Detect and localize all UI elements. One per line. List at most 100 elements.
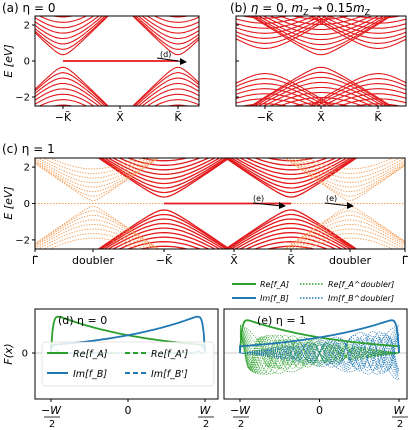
xtick-label: K̃ xyxy=(287,254,295,267)
band-line xyxy=(287,158,405,188)
xtick-label-2: 2 xyxy=(238,419,244,430)
legend-d: Re[f_A] Im[f_B] Re[f_A'] Im[f_B'] xyxy=(41,341,215,387)
band-line xyxy=(100,218,228,249)
band-line xyxy=(315,83,406,106)
band-line xyxy=(133,16,199,50)
band-line xyxy=(135,77,199,106)
band-line xyxy=(291,102,351,106)
legend-e-label-3: Re[f_A^doubler] xyxy=(328,280,394,289)
band-line xyxy=(328,93,406,106)
band-line xyxy=(308,73,406,106)
panel-b-plot xyxy=(236,16,406,106)
band-line xyxy=(141,88,199,106)
band-line xyxy=(253,16,389,46)
band-line xyxy=(294,228,405,249)
band-line xyxy=(278,96,364,106)
band-line xyxy=(230,158,352,185)
band-line xyxy=(353,103,403,106)
band-line xyxy=(35,210,159,249)
band-line xyxy=(35,77,107,106)
band-line xyxy=(224,209,358,249)
legend-d-box xyxy=(41,341,215,387)
band-line xyxy=(35,219,156,249)
band-line xyxy=(98,213,230,249)
band-line xyxy=(146,16,199,29)
band-line xyxy=(287,219,405,249)
band-line xyxy=(224,158,358,198)
band-line xyxy=(48,158,138,170)
band-line xyxy=(227,218,355,249)
band-line xyxy=(137,82,199,106)
xtick-label: doubler xyxy=(72,254,114,267)
series-re-fa-doubler-e xyxy=(239,335,400,370)
band-line xyxy=(35,16,100,34)
band-line xyxy=(35,66,109,106)
band-line xyxy=(337,16,406,24)
panel-e-plot xyxy=(224,319,407,381)
band-line xyxy=(294,158,405,179)
bands xyxy=(236,16,406,106)
band-line xyxy=(35,158,159,197)
band-line xyxy=(35,16,107,45)
band-line xyxy=(299,233,401,249)
ytick-label: 2 xyxy=(24,163,30,174)
band-line xyxy=(97,158,231,198)
series-re-fa-doubler-e xyxy=(239,331,400,373)
panel-a-title: (a) η = 0 xyxy=(2,1,55,15)
band-line xyxy=(225,158,357,194)
band-line xyxy=(236,93,315,106)
band-line xyxy=(225,213,357,249)
xtick-label: Γ̃ xyxy=(32,254,39,267)
band-line xyxy=(257,81,385,106)
series-im-fb-doubler-e xyxy=(239,332,400,376)
band-line xyxy=(278,16,364,26)
band-line xyxy=(135,16,199,45)
band-line xyxy=(320,16,406,34)
band-line xyxy=(35,16,108,50)
band-line xyxy=(35,158,156,188)
panel-e-title: (e) η = 1 xyxy=(257,314,306,327)
xtick-label: doubler xyxy=(329,254,371,267)
series-im-fb-doubler-e xyxy=(239,331,400,378)
xtick-label: X̃ xyxy=(230,254,238,267)
xtick-label-w: W xyxy=(200,404,212,417)
xtick-label-2: 2 xyxy=(203,419,209,430)
band-line xyxy=(249,66,393,106)
xtick-label: −K̃ xyxy=(55,111,72,124)
series-im-fb-doubler-e xyxy=(239,332,400,372)
panel-d-ylabel: F(x) xyxy=(2,343,15,364)
panel-a-arrowhead xyxy=(180,58,187,65)
legend-d-label-1: Re[f_A] xyxy=(73,349,108,360)
series-im-fb-doubler-e xyxy=(239,333,400,375)
xtick-label-w: W xyxy=(394,404,406,417)
band-line xyxy=(97,209,231,249)
xtick-label-2: 2 xyxy=(397,419,403,430)
ytick-label: 2 xyxy=(24,21,30,32)
band-line xyxy=(35,72,108,106)
legend-e-label-2: Im[f_B] xyxy=(260,294,289,303)
band-line xyxy=(299,158,401,174)
series-re-fa-doubler-e xyxy=(239,327,400,375)
band-line xyxy=(38,16,88,23)
band-line xyxy=(107,158,221,180)
band-line xyxy=(35,82,104,106)
series-im-fb-doubler-e xyxy=(239,336,400,371)
band-line xyxy=(98,158,230,194)
panel-b-title: (b) η = 0, mZ → 0.15mZ xyxy=(230,1,371,17)
xtick-label: −K̃ xyxy=(156,254,173,267)
tick-labels: 2 0 −2 2 0 −2 −K̃ X̃ K̃ −K̃ X̃ K̃ Γ̃ doubler −K̃ X̃ K̃ do… xyxy=(15,21,409,430)
legend-e-label-4: Im[f_B^doubler] xyxy=(328,294,394,303)
band-line xyxy=(240,103,290,106)
ytick-label: −2 xyxy=(15,235,30,246)
panel-c-arrowhead-2 xyxy=(347,202,354,209)
band-line xyxy=(35,16,109,56)
xtick-label: −K̃ xyxy=(257,111,274,124)
band-line xyxy=(230,222,352,249)
panel-c-arrow-1 xyxy=(252,202,283,207)
band-line xyxy=(311,16,406,44)
panel-c-plot xyxy=(35,158,405,249)
band-line xyxy=(35,16,95,29)
band-line xyxy=(48,237,138,249)
xtick-label: X̃ xyxy=(317,111,325,124)
